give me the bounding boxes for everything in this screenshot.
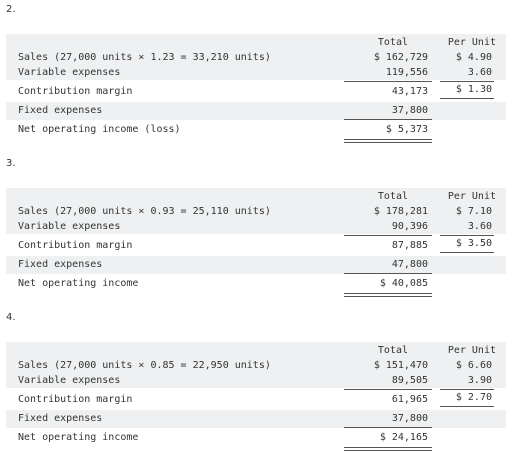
header-band [6, 34, 506, 66]
per-unit-header: Per Unit [447, 345, 496, 356]
contribution-margin-total: 43,173 [391, 86, 428, 97]
grand-total-double-rule [344, 293, 432, 297]
sales-total: $ 178,281 [373, 206, 428, 217]
row-band [6, 220, 506, 234]
per-unit-header: Per Unit [447, 191, 496, 202]
fixed-expenses-label: Fixed expenses [18, 105, 103, 116]
net-operating-income-total: $ 24,165 [379, 432, 428, 443]
subtotal-rule [344, 235, 432, 236]
subtotal-rule [440, 81, 494, 82]
total-header: Total [377, 37, 408, 48]
per-unit-total-rule [440, 98, 494, 99]
section-number: 3. [6, 158, 16, 169]
sales-per-unit: $ 6.60 [455, 360, 492, 371]
sales-per-unit: $ 4.90 [455, 52, 492, 63]
sales-total: $ 162,729 [373, 52, 428, 63]
contribution-margin-per-unit: $ 2.70 [455, 392, 492, 403]
header-band [6, 342, 506, 374]
fixed-expenses-total: 47,800 [391, 259, 428, 270]
contribution-margin-total: 87,885 [391, 240, 428, 251]
subtotal-rule [440, 235, 494, 236]
variable-expenses-total: 90,396 [391, 221, 428, 232]
header-band [6, 188, 506, 220]
sales-label: Sales (27,000 units × 0.85 = 22,950 unit… [18, 360, 271, 371]
per-unit-total-rule [440, 406, 494, 407]
subtotal-rule [344, 119, 432, 120]
sales-label: Sales (27,000 units × 1.23 = 33,210 unit… [18, 52, 271, 63]
subtotal-rule [440, 389, 494, 390]
contribution-margin-label: Contribution margin [18, 394, 133, 405]
fixed-expenses-total: 37,800 [391, 413, 428, 424]
per-unit-header: Per Unit [447, 37, 496, 48]
subtotal-rule [344, 389, 432, 390]
variable-expenses-label: Variable expenses [18, 67, 121, 78]
variable-expenses-total: 119,556 [385, 67, 428, 78]
row-band [6, 374, 506, 388]
row-band [6, 66, 506, 80]
row-band [6, 410, 506, 428]
per-unit-total-rule [440, 252, 494, 253]
net-operating-income-label: Net operating income [18, 432, 139, 443]
fixed-expenses-label: Fixed expenses [18, 259, 103, 270]
row-band [6, 102, 506, 120]
net-operating-income-total: $ 40,085 [379, 278, 428, 289]
net-operating-income-label: Net operating income [18, 278, 139, 289]
subtotal-rule [344, 427, 432, 428]
row-band [6, 256, 506, 274]
subtotal-rule [344, 81, 432, 82]
sales-total: $ 151,470 [373, 360, 428, 371]
grand-total-double-rule [344, 139, 432, 143]
variable-expenses-per-unit: 3.90 [467, 375, 492, 386]
variable-expenses-label: Variable expenses [18, 221, 121, 232]
contribution-margin-label: Contribution margin [18, 86, 133, 97]
net-operating-income-total: $ 5,373 [385, 124, 428, 135]
contribution-margin-per-unit: $ 3.50 [455, 238, 492, 249]
section-number: 4. [6, 312, 16, 323]
contribution-margin-label: Contribution margin [18, 240, 133, 251]
grand-total-double-rule [344, 447, 432, 451]
net-operating-income-label: Net operating income (loss) [18, 124, 181, 135]
contribution-margin-per-unit: $ 1.30 [455, 84, 492, 95]
sales-per-unit: $ 7.10 [455, 206, 492, 217]
variable-expenses-per-unit: 3.60 [467, 221, 492, 232]
variable-expenses-total: 89,505 [391, 375, 428, 386]
total-header: Total [377, 191, 408, 202]
fixed-expenses-total: 37,800 [391, 105, 428, 116]
variable-expenses-label: Variable expenses [18, 375, 121, 386]
total-header: Total [377, 345, 408, 356]
fixed-expenses-label: Fixed expenses [18, 413, 103, 424]
section-number: 2. [6, 4, 16, 15]
variable-expenses-per-unit: 3.60 [467, 67, 492, 78]
sales-label: Sales (27,000 units × 0.93 = 25,110 unit… [18, 206, 271, 217]
subtotal-rule [344, 273, 432, 274]
contribution-margin-total: 61,965 [391, 394, 428, 405]
